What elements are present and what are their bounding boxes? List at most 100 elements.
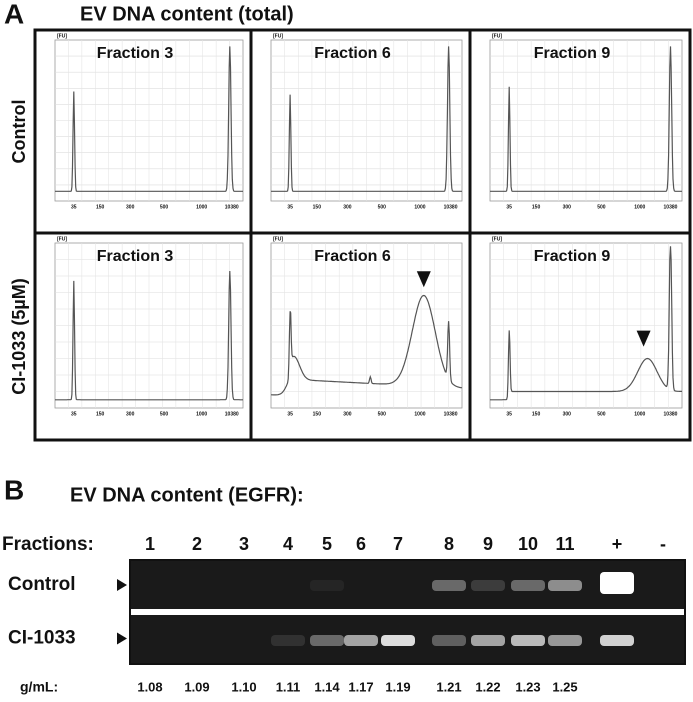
density: 1.23: [515, 679, 540, 694]
gel-band: [344, 635, 378, 646]
panel-label: B: [4, 474, 24, 505]
lane-label: 10: [518, 534, 538, 554]
x-tick-label: 300: [343, 411, 352, 417]
y-unit: [FU]: [492, 33, 502, 39]
gel-band: [471, 635, 505, 646]
x-tick-label: 500: [160, 411, 169, 417]
x-tick-label: 500: [160, 204, 169, 210]
x-tick-label: 1000: [414, 204, 425, 210]
x-tick-label: 500: [597, 411, 606, 417]
density: 1.17: [348, 679, 373, 694]
x-tick-label: 10380: [664, 411, 678, 417]
fraction-label: Fraction 3: [97, 45, 174, 62]
x-tick-label: 150: [532, 204, 541, 210]
x-tick-label: 35: [506, 411, 512, 417]
x-tick-label: 10380: [225, 204, 239, 210]
fraction-label: Fraction 6: [314, 45, 391, 62]
row-label: CI-1033 (5µM): [9, 278, 29, 394]
arrowhead: [117, 632, 127, 645]
lane-label: +: [612, 534, 623, 554]
x-tick-label: 10380: [444, 204, 458, 210]
density: 1.09: [184, 679, 209, 694]
x-tick-label: 35: [71, 411, 77, 417]
x-tick-label: 300: [343, 204, 352, 210]
gel-band: [310, 635, 344, 646]
lane-label: 4: [283, 534, 293, 554]
y-unit: [FU]: [57, 236, 67, 242]
x-tick-label: 150: [96, 204, 105, 210]
density: 1.21: [436, 679, 461, 694]
density: 1.25: [552, 679, 577, 694]
x-tick-label: 1000: [634, 411, 645, 417]
lane-label: 1: [145, 534, 155, 554]
lane-label: 5: [322, 534, 332, 554]
x-tick-label: 35: [287, 204, 293, 210]
density: 1.11: [276, 679, 301, 694]
row-label: CI-1033: [8, 628, 76, 649]
y-unit: [FU]: [57, 33, 67, 39]
lane-label: 7: [393, 534, 403, 554]
trace: [55, 270, 243, 401]
x-tick-label: 1000: [414, 411, 425, 417]
x-tick-label: 150: [313, 411, 322, 417]
density-label: g/mL:: [20, 679, 58, 695]
lane-label: 11: [555, 534, 574, 554]
lane-label: 9: [483, 534, 493, 554]
fractions-label: Fractions:: [2, 534, 94, 555]
gel-band: [381, 635, 415, 646]
arrowhead: [117, 579, 127, 591]
y-unit: [FU]: [273, 236, 283, 242]
x-tick-label: 35: [287, 411, 293, 417]
gel-band: [471, 580, 505, 591]
x-tick-label: 35: [506, 204, 512, 210]
panel-title: EV DNA content (EGFR):: [70, 484, 304, 506]
gel: [131, 561, 684, 609]
gel-band: [600, 572, 634, 594]
gel-band: [511, 635, 545, 646]
gel-band: [310, 580, 344, 591]
lane-label: 3: [239, 534, 249, 554]
x-tick-label: 500: [597, 204, 606, 210]
y-unit: [FU]: [273, 33, 283, 39]
panel-label: A: [4, 0, 24, 29]
arrowhead: [416, 271, 431, 288]
gel-band: [271, 635, 305, 646]
lane-label: 2: [192, 534, 202, 554]
fraction-label: Fraction 3: [97, 248, 174, 265]
x-tick-label: 10380: [225, 411, 239, 417]
x-tick-label: 300: [563, 411, 572, 417]
gel-band: [511, 580, 545, 591]
density: 1.19: [385, 679, 410, 694]
x-tick-label: 10380: [444, 411, 458, 417]
trace: [271, 294, 463, 396]
x-tick-label: 150: [532, 411, 541, 417]
x-tick-label: 150: [313, 204, 322, 210]
gel-band: [548, 580, 582, 591]
fraction-label: Fraction 9: [534, 248, 611, 265]
trace: [490, 46, 682, 192]
x-tick-label: 1000: [196, 204, 207, 210]
x-tick-label: 500: [378, 411, 387, 417]
gel-band: [432, 635, 466, 646]
panel-title: EV DNA content (total): [80, 3, 294, 25]
x-tick-label: 1000: [196, 411, 207, 417]
density: 1.22: [475, 679, 500, 694]
fraction-label: Fraction 9: [534, 45, 611, 62]
x-tick-label: 35: [71, 204, 77, 210]
lane-label: 8: [444, 534, 454, 554]
gel-band: [548, 635, 582, 646]
density: 1.14: [314, 679, 340, 694]
trace: [490, 246, 682, 401]
lane-label: 6: [356, 534, 366, 554]
x-tick-label: 1000: [634, 204, 645, 210]
density: 1.08: [137, 679, 162, 694]
trace: [271, 46, 462, 192]
x-tick-label: 500: [378, 204, 387, 210]
x-tick-label: 300: [126, 204, 135, 210]
x-tick-label: 10380: [664, 204, 678, 210]
lane-label: -: [660, 534, 666, 554]
x-tick-label: 300: [563, 204, 572, 210]
row-label: Control: [9, 100, 29, 164]
